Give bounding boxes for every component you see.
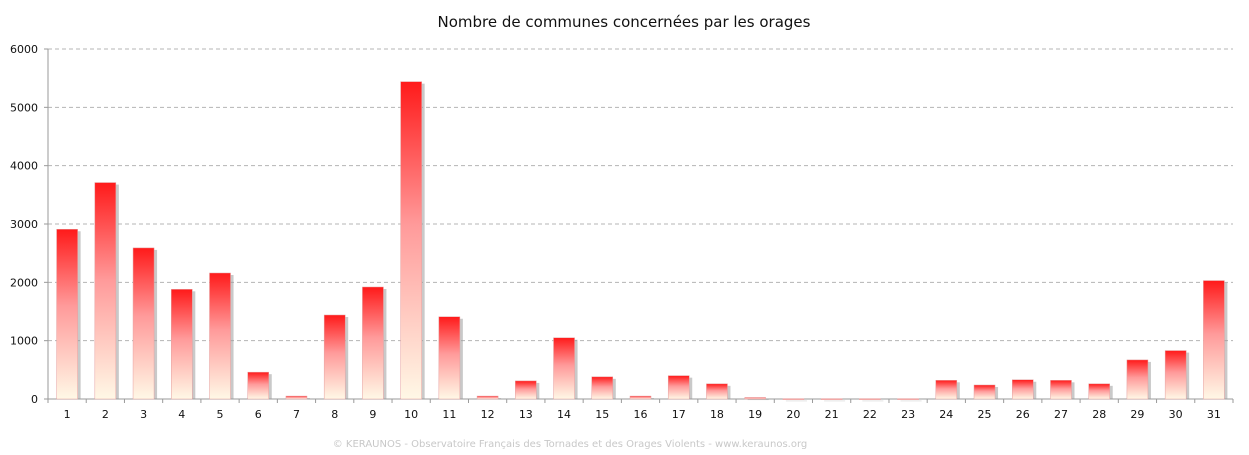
- x-tick-label: 7: [293, 408, 300, 421]
- x-tick-label: 13: [519, 408, 533, 421]
- bar: [476, 395, 499, 400]
- bar: [1050, 380, 1072, 400]
- x-tick-label: 4: [178, 408, 185, 421]
- y-tick-label: 1000: [10, 335, 38, 348]
- x-tick-label: 31: [1207, 408, 1221, 421]
- x-tick-label: 2: [102, 408, 109, 421]
- x-tick-label: 8: [331, 408, 338, 421]
- x-tick-label: 18: [710, 408, 724, 421]
- bar: [94, 182, 117, 400]
- bar: [553, 337, 575, 400]
- bar: [1126, 359, 1149, 400]
- y-tick-label: 2000: [10, 276, 38, 289]
- y-tick-label: 0: [31, 393, 38, 406]
- x-tick-label: 22: [863, 408, 877, 421]
- x-tick-label: 24: [939, 408, 953, 421]
- bar-shadow: [900, 400, 922, 402]
- bar: [1011, 379, 1034, 400]
- bar: [820, 398, 843, 400]
- x-tick-label: 19: [748, 408, 762, 421]
- bar: [438, 316, 461, 400]
- x-tick-labels: 1 2 3 4 5 6 7 8 9 10 11 12 13 14 15 16 17 18 19 20 21 22 23 24 2…: [64, 408, 1221, 421]
- x-tick-label: 25: [978, 408, 992, 421]
- x-tick-label: 1: [64, 408, 71, 421]
- bar: [706, 383, 728, 400]
- bars: [56, 81, 1228, 402]
- bar: [209, 272, 231, 400]
- bar: [667, 375, 690, 400]
- x-tick-label: 27: [1054, 408, 1068, 421]
- bar: [973, 384, 996, 400]
- x-tick-label: 30: [1169, 408, 1183, 421]
- bar: [629, 395, 652, 400]
- x-tick-label: 3: [140, 408, 147, 421]
- bar: [935, 380, 958, 400]
- x-tick-label: 20: [786, 408, 800, 421]
- x-tick-label: 5: [217, 408, 224, 421]
- bar-shadow: [862, 400, 884, 402]
- x-tick-label: 26: [1016, 408, 1030, 421]
- x-tick-label: 28: [1092, 408, 1106, 421]
- x-tick-label: 10: [404, 408, 418, 421]
- grid-lines: [48, 48, 1233, 342]
- x-tick-label: 29: [1130, 408, 1144, 421]
- bar-shadow: [747, 399, 769, 401]
- bar: [744, 397, 766, 400]
- bar: [515, 380, 537, 400]
- x-tick-label: 12: [481, 408, 495, 421]
- bar: [285, 395, 308, 400]
- bar: [782, 398, 805, 400]
- bar: [1203, 280, 1225, 400]
- x-tick-label: 9: [369, 408, 376, 421]
- bar: [171, 289, 193, 400]
- bar: [362, 286, 384, 400]
- bar-shadow: [785, 400, 807, 402]
- bar: [591, 376, 614, 400]
- y-tick-label: 4000: [10, 160, 38, 173]
- x-tick-label: 21: [825, 408, 839, 421]
- bar: [323, 314, 346, 400]
- x-tick-label: 11: [442, 408, 456, 421]
- x-tick-label: 16: [634, 408, 648, 421]
- bar: [400, 81, 422, 400]
- x-tick-label: 15: [595, 408, 609, 421]
- bar: [132, 247, 155, 400]
- bar: [897, 398, 919, 400]
- footer-credit: © KERAUNOS - Observatoire Français des T…: [333, 439, 808, 450]
- y-tick-label: 3000: [10, 218, 38, 231]
- y-tick-labels: 0 1000 2000 3000 4000 5000 6000: [10, 43, 38, 406]
- bar: [247, 371, 270, 400]
- y-tick-label: 5000: [10, 101, 38, 114]
- x-tick-label: 6: [255, 408, 262, 421]
- bar: [56, 229, 78, 400]
- y-tick-label: 6000: [10, 43, 38, 56]
- bar-shadow: [824, 400, 846, 402]
- chart-title: Nombre de communes concernées par les or…: [438, 13, 811, 31]
- x-tick-label: 23: [901, 408, 915, 421]
- x-tick-label: 17: [672, 408, 686, 421]
- bar: [1164, 350, 1187, 400]
- bar: [859, 398, 881, 400]
- bar: [1088, 383, 1110, 400]
- x-tick-label: 14: [557, 408, 571, 421]
